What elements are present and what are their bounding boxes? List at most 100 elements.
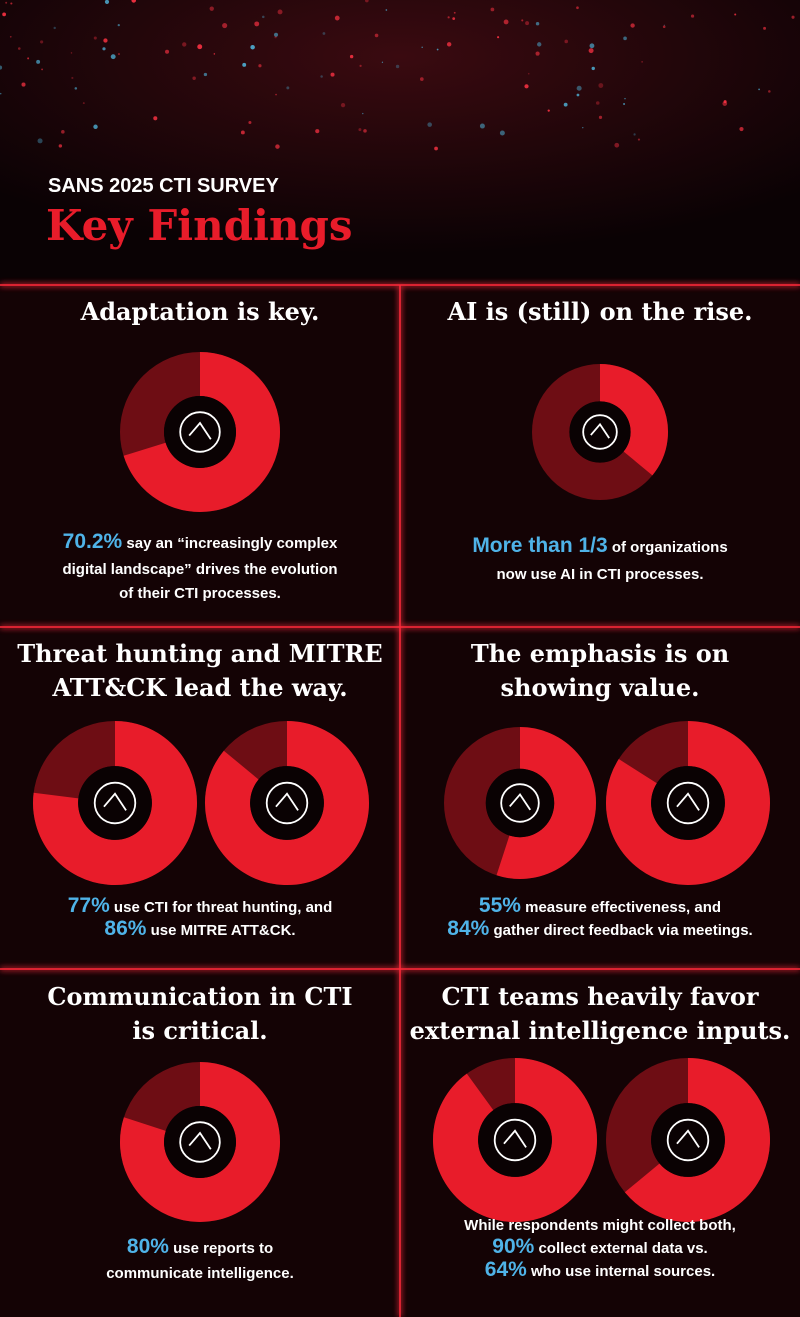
icon-part — [582, 414, 618, 450]
map-dot — [576, 93, 580, 97]
map-dot — [70, 52, 73, 54]
map-dot — [503, 19, 509, 25]
map-dot — [320, 75, 323, 78]
text-part: use MITRE ATT&CK. — [146, 922, 295, 939]
map-dot — [315, 129, 320, 134]
finding-text: 77% use CTI for threat hunting, and — [68, 894, 333, 917]
map-dot — [40, 40, 44, 44]
map-dot — [9, 35, 12, 38]
finding-text: 55% measure effectiveness, and — [479, 894, 721, 917]
highlight: More than 1/3 — [472, 534, 607, 557]
map-dot — [563, 102, 568, 107]
map-dot — [182, 42, 187, 47]
donut-arc — [120, 1062, 280, 1222]
donut-center — [164, 1106, 236, 1178]
panel-title: Threat hunting and MITRE — [17, 639, 382, 668]
map-dot — [53, 26, 56, 30]
map-dot — [248, 121, 252, 125]
map-dot — [453, 11, 456, 14]
map-dot — [547, 109, 550, 112]
panel-title: external intelligence inputs. — [410, 1016, 791, 1045]
map-dot — [358, 128, 362, 132]
icon-part — [188, 421, 212, 440]
header-title: Key Findings — [46, 201, 353, 250]
icon — [666, 781, 710, 825]
text-part: digital landscape” drives the evolution — [62, 561, 337, 578]
map-dot — [17, 47, 21, 50]
icon-part — [676, 1129, 700, 1148]
map-dot — [242, 62, 247, 67]
donut-arc — [624, 1058, 770, 1222]
text-part: of organizations — [608, 539, 728, 556]
map-dot — [286, 86, 290, 90]
text-part: gather direct feedback via meetings. — [489, 922, 752, 939]
icon — [179, 1121, 221, 1163]
map-dot — [117, 23, 120, 27]
map-dot — [527, 72, 530, 75]
icon — [93, 781, 137, 825]
map-dot — [0, 92, 2, 95]
donut-center — [478, 1103, 552, 1177]
map-dot — [624, 97, 626, 100]
map-dot — [535, 21, 540, 26]
map-dot — [273, 32, 279, 37]
finding-text: 86% use MITRE ATT&CK. — [104, 917, 295, 940]
panel-title: The emphasis is on — [471, 639, 729, 668]
highlight: 90% — [492, 1235, 534, 1258]
map-dot — [209, 6, 214, 11]
panel-title: Communication in CTI — [47, 982, 352, 1011]
map-dot — [362, 112, 364, 115]
map-dot — [614, 142, 620, 148]
map-dot — [598, 83, 604, 88]
panel-title: Adaptation is key. — [80, 297, 320, 326]
finding-text: 90% collect external data vs. — [492, 1235, 707, 1258]
icon-part — [179, 1121, 221, 1163]
icon — [582, 414, 618, 450]
donut-arc — [205, 721, 369, 885]
donut-center — [164, 396, 236, 468]
icon-part — [275, 792, 299, 811]
map-dot — [2, 12, 6, 17]
map-dot — [254, 21, 260, 27]
map-dot — [739, 126, 744, 132]
donut-arc — [123, 352, 280, 512]
map-dot — [537, 42, 542, 47]
map-dot — [330, 72, 335, 77]
map-dot — [722, 101, 728, 106]
panel-title: CTI teams heavily favor — [442, 982, 759, 1011]
map-dot — [637, 138, 641, 141]
map-dot — [524, 84, 529, 89]
dividers — [0, 283, 800, 1317]
map-dot — [275, 144, 280, 149]
map-dot — [275, 93, 277, 96]
text-part: who use internal sources. — [527, 1263, 715, 1280]
finding-text: 80% use reports to — [127, 1235, 273, 1258]
map-dot — [102, 47, 106, 51]
icon — [179, 411, 221, 453]
map-dot — [250, 44, 255, 50]
map-dot — [364, 0, 369, 3]
donut-center — [651, 1103, 725, 1177]
map-dot — [623, 102, 626, 105]
map-dot — [734, 13, 737, 16]
map-dot — [103, 38, 108, 43]
finding-text: digital landscape” drives the evolution — [62, 561, 337, 578]
finding-text: 64% who use internal sources. — [485, 1258, 715, 1281]
map-dot — [165, 49, 170, 54]
finding-text: of their CTI processes. — [119, 585, 281, 602]
map-dot — [104, 0, 110, 5]
map-dot — [758, 88, 760, 91]
map-dot — [427, 122, 432, 127]
icon-part — [265, 781, 309, 825]
map-dot — [10, 2, 13, 5]
map-dot — [595, 101, 600, 105]
header-background — [0, 0, 800, 283]
map-dot — [421, 46, 423, 48]
icon-part — [503, 1129, 527, 1148]
map-dot — [385, 9, 388, 11]
map-dot — [0, 65, 3, 70]
map-dot — [447, 16, 450, 19]
map-dot — [446, 42, 452, 47]
map-dot — [363, 129, 367, 133]
